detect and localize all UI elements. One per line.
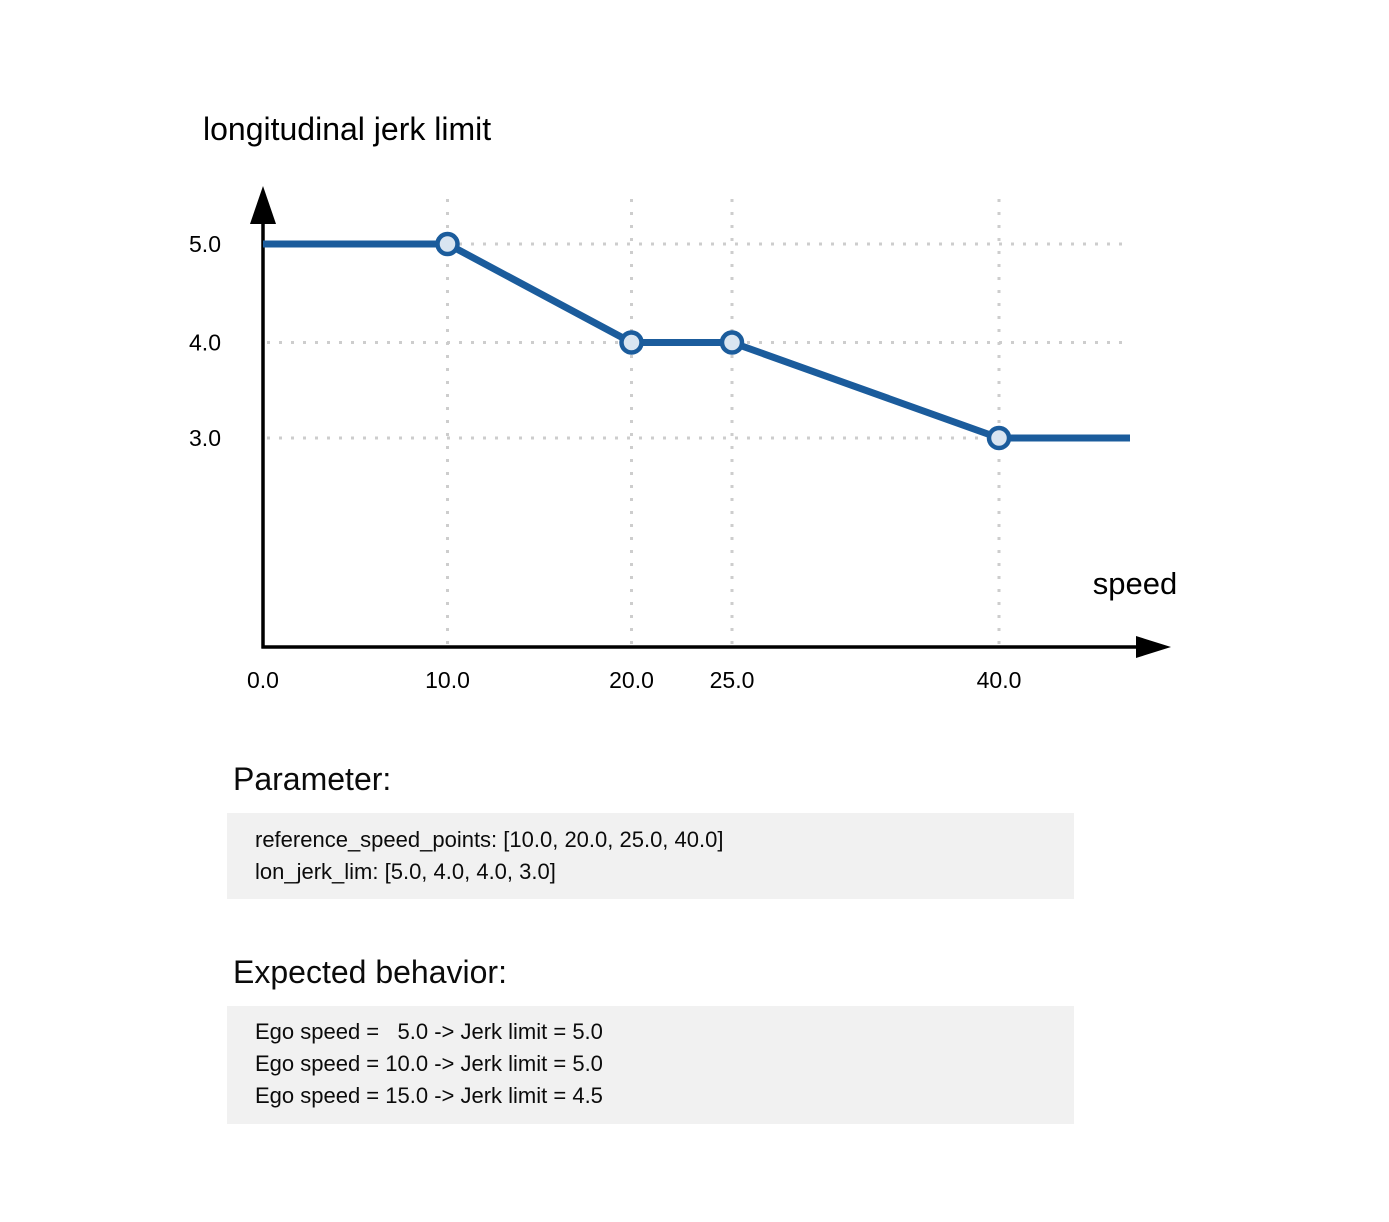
x-axis-arrow-icon [1136,636,1171,658]
x-tick-label: 25.0 [710,667,755,693]
y-tick-label: 3.0 [189,425,221,451]
parameter-heading: Parameter: [233,761,392,797]
data-point-marker [986,425,1012,451]
x-tick-label: 10.0 [425,667,470,693]
y-axis-arrow-icon [250,186,276,224]
y-tick-label: 4.0 [189,330,221,356]
expected-line-speed-15: Ego speed = 15.0 -> Jerk limit = 4.5 [255,1083,603,1108]
x-tick-label: 20.0 [609,667,654,693]
expected-behavior-heading: Expected behavior: [233,954,507,990]
jerk-limit-chart: 5.0 4.0 3.0 0.0 10.0 20.0 25.0 40.0 longitudinal… [189,111,1177,693]
expected-line-speed-5: Ego speed = 5.0 -> Jerk limit = 5.0 [255,1019,603,1044]
data-point-marker [719,330,745,355]
parameter-line-reference-speed-points: reference_speed_points: [10.0, 20.0, 25.… [255,827,724,852]
y-tick-label: 5.0 [189,231,221,257]
data-line [263,240,1130,442]
x-tick-label: 0.0 [247,667,279,693]
parameter-line-lon-jerk-lim: lon_jerk_lim: [5.0, 4.0, 4.0, 3.0] [255,859,556,884]
data-point-marker [619,330,644,355]
expected-behavior-box: Ego speed = 5.0 -> Jerk limit = 5.0 Ego … [227,1006,1074,1124]
parameter-box: reference_speed_points: [10.0, 20.0, 25.… [227,813,1074,899]
x-axis-title: speed [1093,566,1177,601]
data-point-marker [435,231,460,257]
x-tick-label: 40.0 [977,667,1022,693]
chart-title: longitudinal jerk limit [203,111,491,147]
expected-line-speed-10: Ego speed = 10.0 -> Jerk limit = 5.0 [255,1051,603,1076]
